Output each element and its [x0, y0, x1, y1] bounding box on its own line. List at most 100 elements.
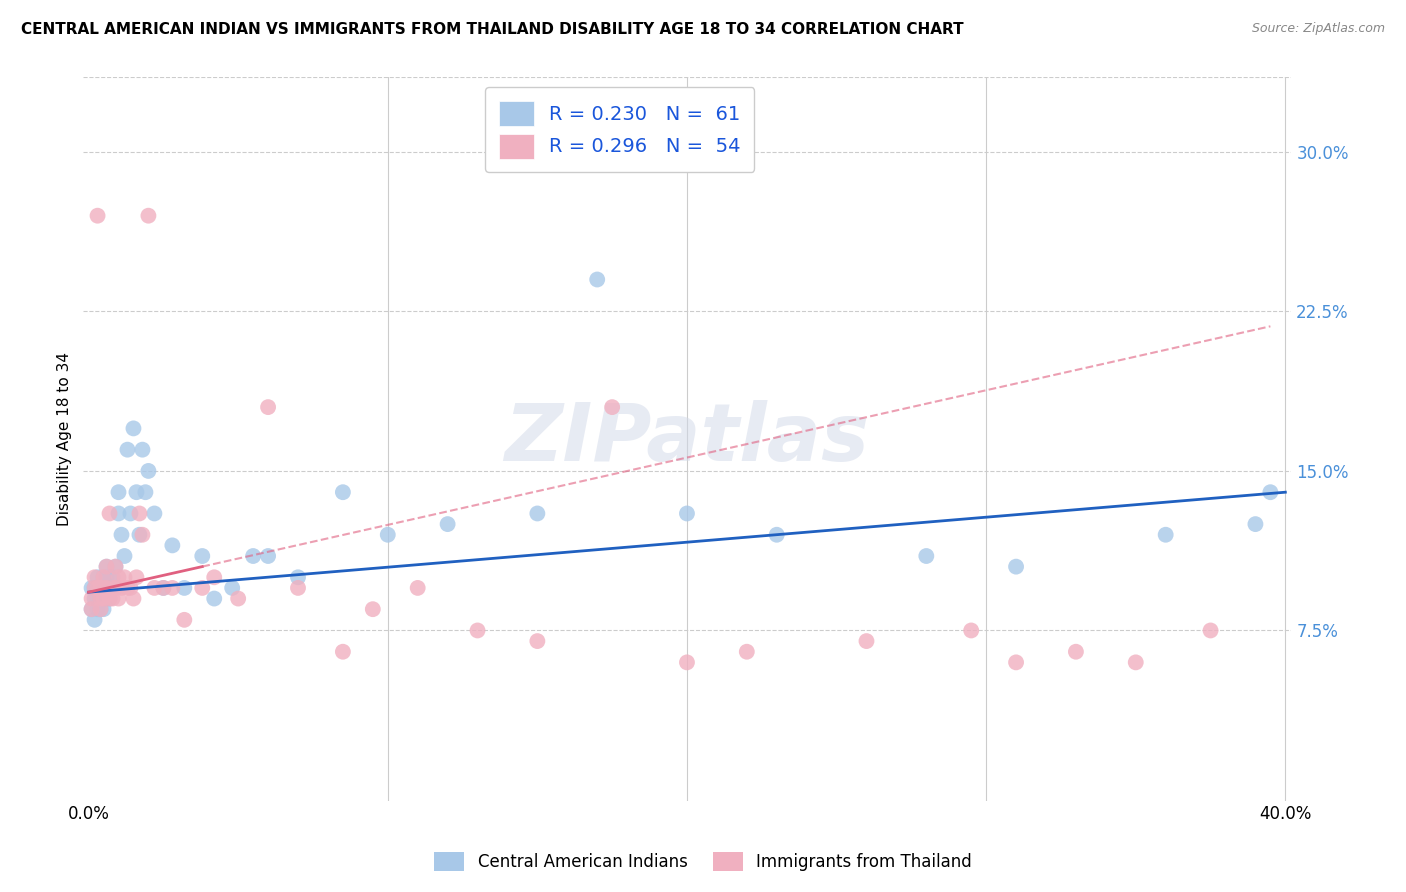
Point: [83, 581, 105, 595]
Point: [98, 591, 121, 606]
Point: [162, 538, 184, 552]
Point: [152, 581, 174, 595]
Point: [257, 400, 280, 414]
Point: [960, 624, 983, 638]
Text: Source: ZipAtlas.com: Source: ZipAtlas.com: [1251, 22, 1385, 36]
Point: [90, 581, 112, 595]
Point: [173, 581, 195, 595]
Point: [242, 549, 264, 563]
Point: [143, 507, 166, 521]
Point: [90, 591, 112, 606]
Y-axis label: Disability Age 18 to 34: Disability Age 18 to 34: [58, 352, 72, 526]
Point: [98, 581, 121, 595]
Point: [406, 581, 429, 595]
Point: [107, 570, 129, 584]
Point: [855, 634, 877, 648]
Point: [86, 209, 108, 223]
Point: [586, 272, 609, 286]
Point: [676, 656, 699, 670]
Point: [104, 581, 127, 595]
Point: [80, 591, 103, 606]
Point: [93, 570, 115, 584]
Point: [110, 527, 132, 541]
Point: [98, 507, 121, 521]
Point: [117, 581, 139, 595]
Point: [138, 209, 160, 223]
Point: [93, 591, 115, 606]
Point: [83, 591, 105, 606]
Point: [125, 485, 148, 500]
Point: [134, 485, 156, 500]
Point: [104, 559, 127, 574]
Point: [128, 527, 150, 541]
Point: [83, 570, 105, 584]
Point: [735, 645, 758, 659]
Point: [101, 570, 124, 584]
Point: [915, 549, 938, 563]
Point: [104, 581, 127, 595]
Point: [107, 485, 129, 500]
Point: [143, 581, 166, 595]
Point: [120, 581, 142, 595]
Point: [1005, 656, 1028, 670]
Point: [90, 581, 112, 595]
Legend: Central American Indians, Immigrants from Thailand: Central American Indians, Immigrants fro…: [426, 843, 980, 880]
Point: [107, 507, 129, 521]
Point: [131, 442, 153, 457]
Point: [86, 591, 108, 606]
Point: [86, 581, 108, 595]
Point: [107, 591, 129, 606]
Point: [110, 581, 132, 595]
Point: [377, 527, 399, 541]
Point: [526, 507, 548, 521]
Point: [600, 400, 623, 414]
Point: [202, 570, 225, 584]
Point: [287, 570, 309, 584]
Point: [90, 591, 112, 606]
Point: [96, 581, 118, 595]
Point: [1125, 656, 1147, 670]
Point: [93, 602, 115, 616]
Point: [96, 559, 118, 574]
Point: [122, 421, 145, 435]
Text: CENTRAL AMERICAN INDIAN VS IMMIGRANTS FROM THAILAND DISABILITY AGE 18 TO 34 CORR: CENTRAL AMERICAN INDIAN VS IMMIGRANTS FR…: [21, 22, 963, 37]
Point: [173, 613, 195, 627]
Point: [80, 602, 103, 616]
Point: [1244, 517, 1267, 532]
Point: [191, 549, 214, 563]
Point: [221, 581, 243, 595]
Point: [83, 581, 105, 595]
Point: [287, 581, 309, 595]
Point: [96, 570, 118, 584]
Point: [83, 613, 105, 627]
Point: [526, 634, 548, 648]
Point: [93, 570, 115, 584]
Point: [202, 591, 225, 606]
Point: [96, 591, 118, 606]
Point: [93, 591, 115, 606]
Point: [101, 591, 124, 606]
Point: [96, 581, 118, 595]
Point: [1154, 527, 1177, 541]
Point: [257, 549, 280, 563]
Point: [131, 527, 153, 541]
Point: [98, 570, 121, 584]
Point: [1005, 559, 1028, 574]
Text: ZIPatlas: ZIPatlas: [505, 400, 869, 478]
Point: [90, 602, 112, 616]
Point: [467, 624, 489, 638]
Point: [86, 581, 108, 595]
Point: [86, 570, 108, 584]
Point: [332, 485, 354, 500]
Point: [80, 602, 103, 616]
Point: [332, 645, 354, 659]
Point: [191, 581, 214, 595]
Point: [765, 527, 787, 541]
Point: [80, 581, 103, 595]
Point: [90, 602, 112, 616]
Point: [676, 507, 699, 521]
Point: [1199, 624, 1222, 638]
Point: [114, 570, 136, 584]
Point: [226, 591, 249, 606]
Point: [98, 591, 121, 606]
